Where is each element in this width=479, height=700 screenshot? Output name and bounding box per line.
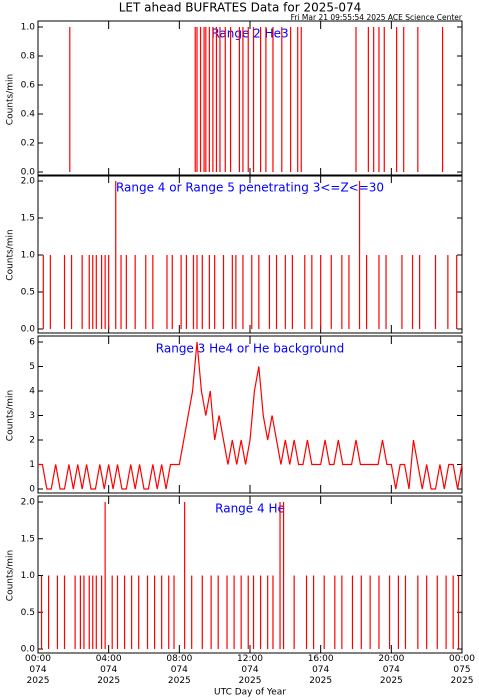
panel-title: Range 4 or Range 5 penetrating 3<=Z<=30	[116, 181, 384, 195]
y-tick-label: 0.4	[21, 110, 36, 120]
x-axis-label: UTC Day of Year	[214, 688, 286, 698]
y-tick-label: 0.5	[21, 608, 35, 618]
y-axis-label: Counts/min	[6, 390, 16, 441]
y-tick-label: 5	[29, 362, 35, 372]
x-tick-label: 04:00 074 2025	[96, 654, 122, 686]
y-tick-label: 0.0	[21, 325, 36, 335]
y-tick-label: 2	[29, 436, 35, 446]
y-tick-label: 0.6	[21, 81, 36, 91]
y-tick-label: 2.0	[21, 498, 36, 508]
panel-frame	[37, 20, 463, 177]
y-tick-label: 0.2	[21, 139, 35, 149]
subtitle: Fri Mar 21 09:55:54 2025 ACE Science Cen…	[291, 13, 463, 22]
y-axis-label: Counts/min	[6, 229, 16, 280]
y-tick-label: 2.0	[21, 177, 36, 187]
y-tick-label: 0.0	[21, 168, 36, 178]
y-tick-label: 0.8	[21, 52, 36, 62]
x-tick-label: 00:00 074 2025	[25, 654, 51, 686]
line	[38, 341, 463, 490]
y-tick-label: 1.5	[21, 214, 35, 224]
y-tick-label: 3	[29, 411, 35, 421]
y-tick-label: 0.5	[21, 288, 35, 298]
y-tick-label: 1.0	[21, 251, 36, 261]
panel-title: Range 4 He	[215, 502, 285, 516]
y-tick-label: 4	[29, 387, 35, 397]
y-tick-label: 0.0	[21, 645, 36, 655]
x-tick-label: 12:00 074 2025	[237, 654, 263, 686]
y-tick-label: 1.5	[21, 534, 35, 544]
y-tick-label: 1.0	[21, 571, 36, 581]
x-tick-label: 16:00 074 2025	[308, 654, 334, 686]
y-axis-label: Counts/min	[6, 74, 16, 125]
panel-frame	[37, 335, 463, 494]
x-tick-label: 00:00 075 2025	[449, 654, 475, 686]
panel-title: Range 3 He4 or He background	[156, 342, 344, 356]
chart-title: LET ahead BUFRATES Data for 2025-074	[119, 1, 361, 15]
y-tick-label: 0	[29, 485, 35, 495]
panel-title: Range 2 He3	[211, 27, 288, 41]
x-tick-label: 08:00 074 2025	[166, 654, 192, 686]
y-tick-label: 1.0	[21, 23, 36, 33]
y-tick-label: 1	[29, 460, 35, 470]
x-tick-label: 20:00 074 2025	[378, 654, 404, 686]
y-axis-label: Counts/min	[6, 550, 16, 601]
y-tick-label: 6	[29, 338, 35, 348]
